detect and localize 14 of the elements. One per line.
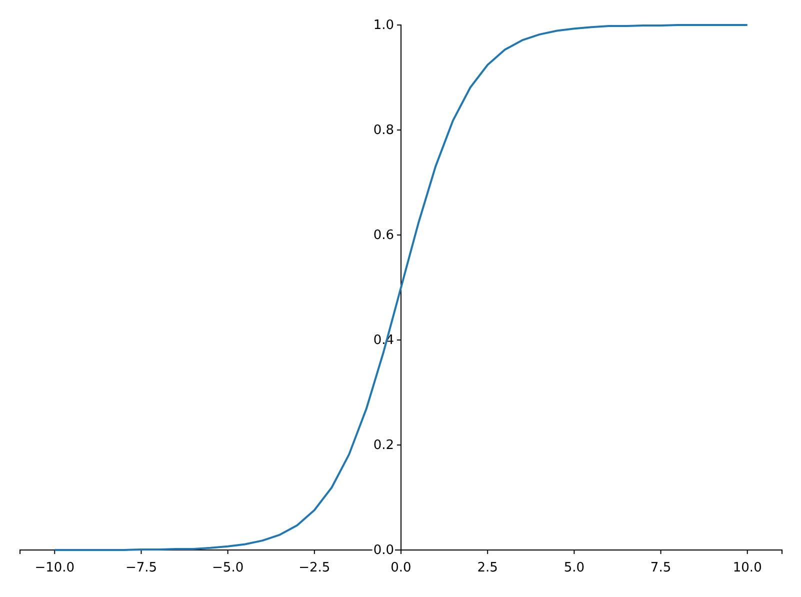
x-tick-label: 5.0 bbox=[564, 560, 585, 576]
x-tick-label: 0.0 bbox=[390, 560, 412, 576]
y-tick-label: 0.8 bbox=[373, 123, 394, 138]
x-tick-label: 10.0 bbox=[732, 560, 762, 576]
x-tick-label: −10.0 bbox=[34, 560, 75, 576]
y-tick-label: 0.0 bbox=[373, 543, 394, 558]
y-tick-label: 1.0 bbox=[373, 18, 394, 34]
x-tick-label: 2.5 bbox=[477, 560, 498, 576]
y-tick-label: 0.2 bbox=[373, 438, 394, 454]
x-tick-label: −2.5 bbox=[298, 560, 330, 576]
x-tick-label: −7.5 bbox=[125, 560, 158, 576]
x-tick-label: −5.0 bbox=[212, 560, 244, 576]
x-tick-label: 7.5 bbox=[650, 560, 672, 576]
y-tick-label: 0.6 bbox=[373, 228, 394, 244]
